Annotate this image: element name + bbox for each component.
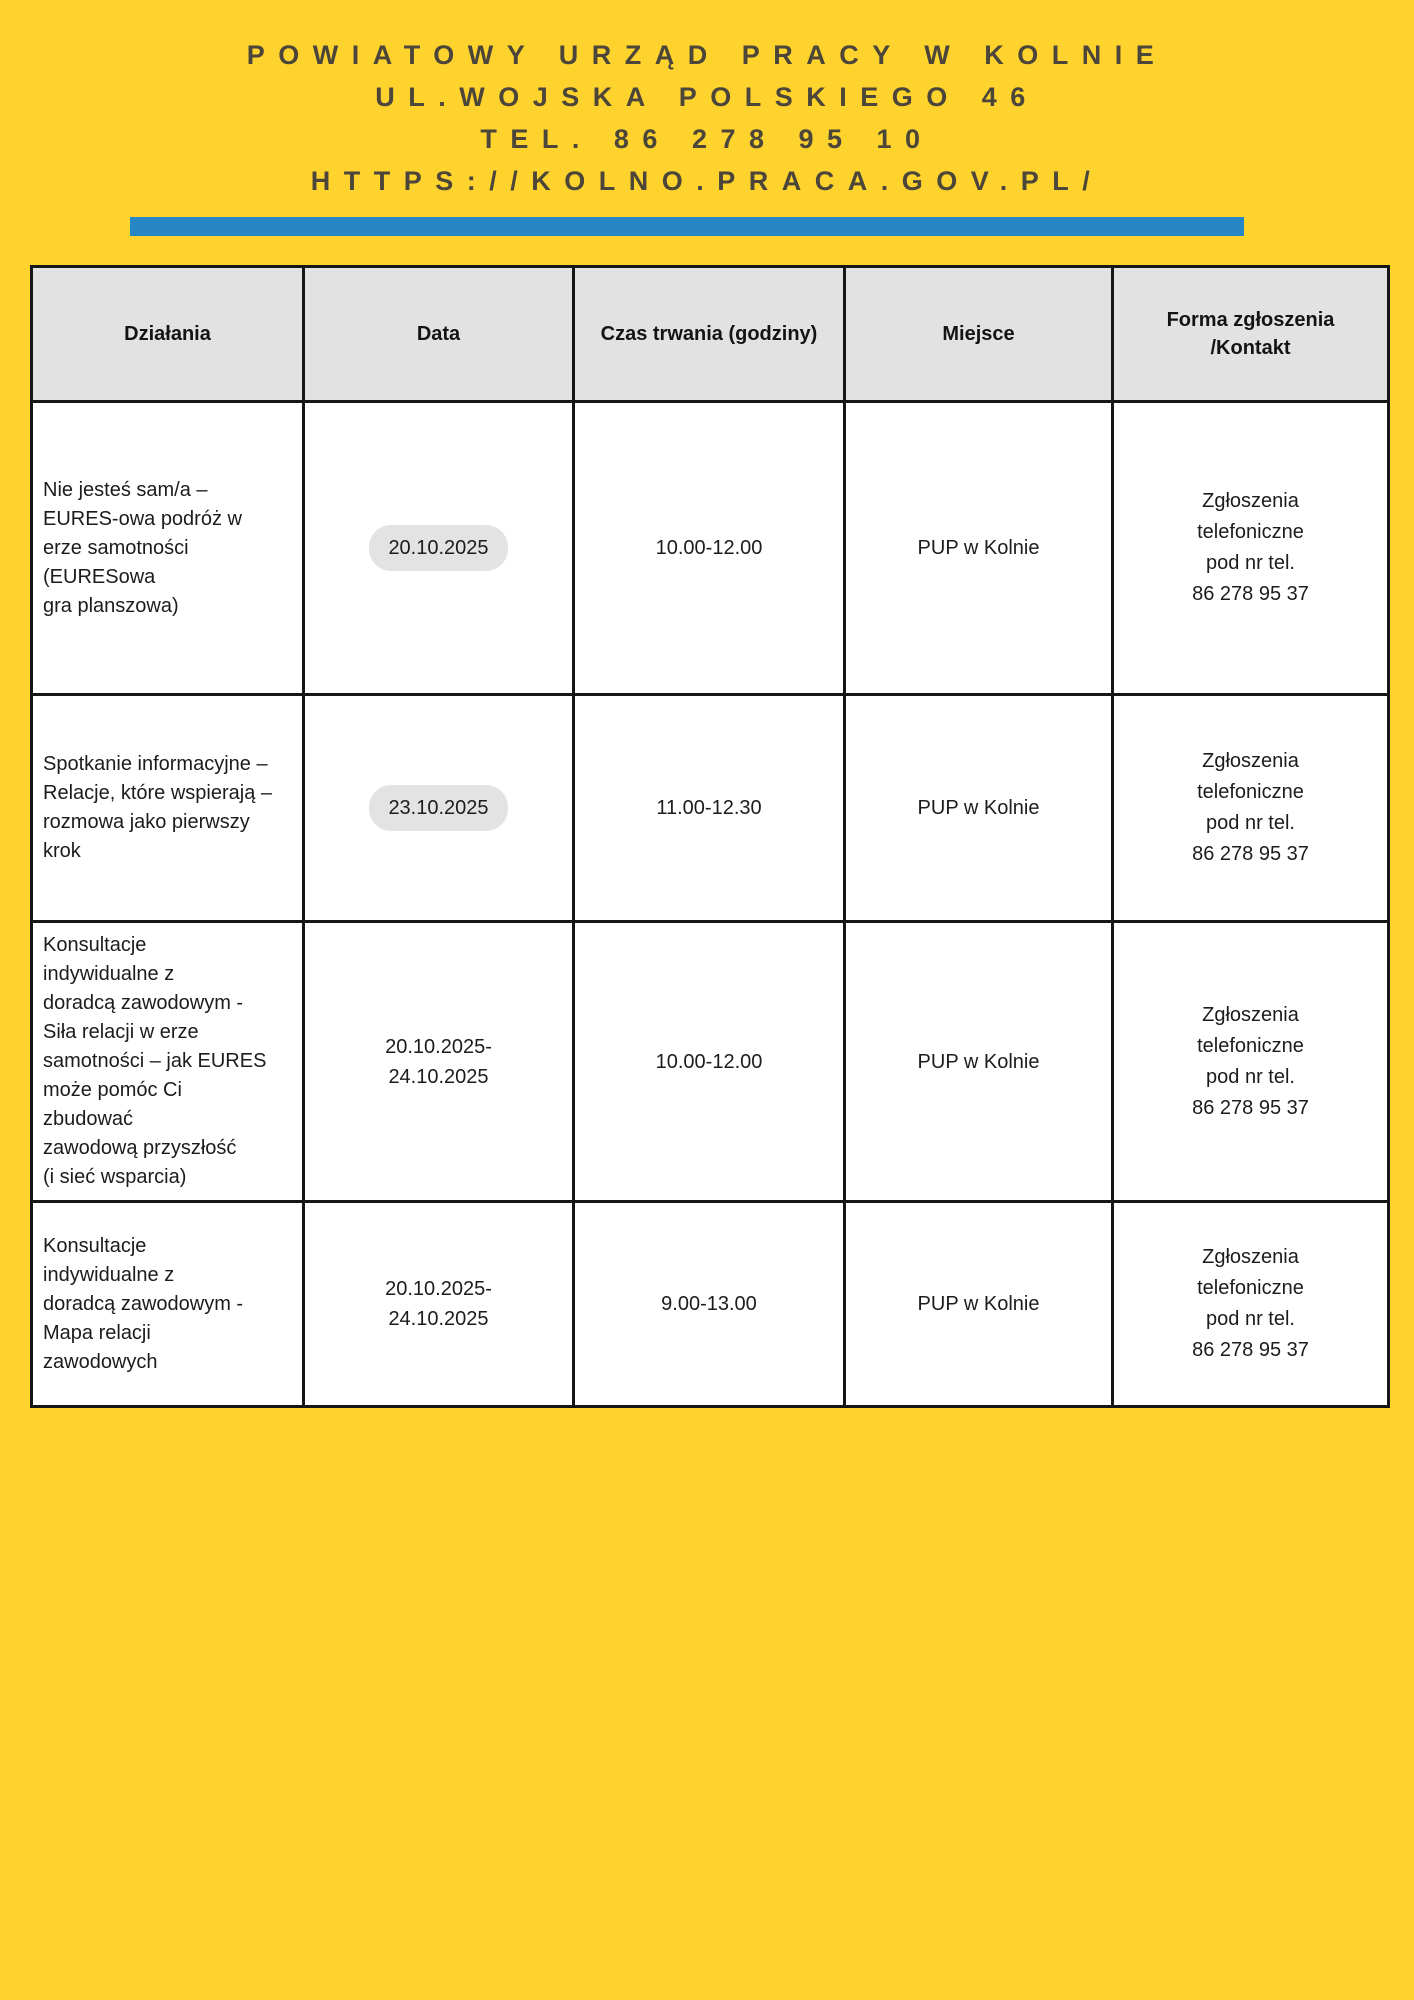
org-name: POWIATOWY URZĄD PRACY W KOLNIE (246, 40, 1168, 70)
date-cell: 20.10.2025 (302, 400, 575, 696)
schedule-table: Działania Data Czas trwania (godziny) Mi… (30, 265, 1390, 1408)
time-cell: 9.00-13.00 (572, 1200, 846, 1408)
place-cell: PUP w Kolnie (843, 693, 1114, 923)
divider-bar (130, 217, 1244, 236)
date-range-text: 20.10.2025- 24.10.2025 (385, 1035, 492, 1088)
org-header: POWIATOWY URZĄD PRACY W KOLNIE UL.WOJSKA… (0, 34, 1414, 202)
table-row: Spotkanie informacyjne – Relacje, które … (30, 693, 1390, 923)
contact-cell: Zgłoszenia telefoniczne pod nr tel. 86 2… (1111, 1200, 1390, 1408)
activity-cell: Konsultacje indywidualne z doradcą zawod… (30, 920, 305, 1203)
contact-cell: Zgłoszenia telefoniczne pod nr tel. 86 2… (1111, 920, 1390, 1203)
column-header-duration: Czas trwania (godziny) (572, 265, 846, 403)
table-row: Konsultacje indywidualne z doradcą zawod… (30, 1200, 1390, 1408)
date-cell: 20.10.2025- 24.10.2025 (302, 1200, 575, 1408)
org-phone: TEL. 86 278 95 10 (480, 124, 934, 154)
time-cell: 10.00-12.00 (572, 920, 846, 1203)
org-website: HTTPS://KOLNO.PRACA.GOV.PL/ (310, 166, 1104, 196)
schedule-table-header: Działania Data Czas trwania (godziny) Mi… (30, 265, 1390, 403)
place-cell: PUP w Kolnie (843, 920, 1114, 1203)
activity-cell: Konsultacje indywidualne z doradcą zawod… (30, 1200, 305, 1408)
date-cell: 23.10.2025 (302, 693, 575, 923)
date-range-text: 20.10.2025- 24.10.2025 (385, 1278, 492, 1330)
place-cell: PUP w Kolnie (843, 400, 1114, 696)
column-header-activities: Działania (30, 265, 305, 403)
activity-cell: Spotkanie informacyjne – Relacje, które … (30, 693, 305, 923)
org-address: UL.WOJSKA POLSKIEGO 46 (375, 82, 1039, 112)
date-highlight-pill: 20.10.2025 (369, 525, 508, 571)
date-cell: 20.10.2025- 24.10.2025 (302, 920, 575, 1203)
contact-cell: Zgłoszenia telefoniczne pod nr tel. 86 2… (1111, 400, 1390, 696)
time-cell: 11.00-12.30 (572, 693, 846, 923)
table-row: Nie jesteś sam/a – EURES-owa podróż w er… (30, 400, 1390, 696)
table-row: Konsultacje indywidualne z doradcą zawod… (30, 920, 1390, 1203)
contact-cell: Zgłoszenia telefoniczne pod nr tel. 86 2… (1111, 693, 1390, 923)
date-highlight-pill: 23.10.2025 (369, 785, 508, 831)
place-cell: PUP w Kolnie (843, 1200, 1114, 1408)
header-row: Działania Data Czas trwania (godziny) Mi… (30, 265, 1390, 403)
activity-cell: Nie jesteś sam/a – EURES-owa podróż w er… (30, 400, 305, 696)
column-header-place: Miejsce (843, 265, 1114, 403)
time-cell: 10.00-12.00 (572, 400, 846, 696)
column-header-contact: Forma zgłoszenia /Kontakt (1111, 265, 1390, 403)
column-header-date: Data (302, 265, 575, 403)
